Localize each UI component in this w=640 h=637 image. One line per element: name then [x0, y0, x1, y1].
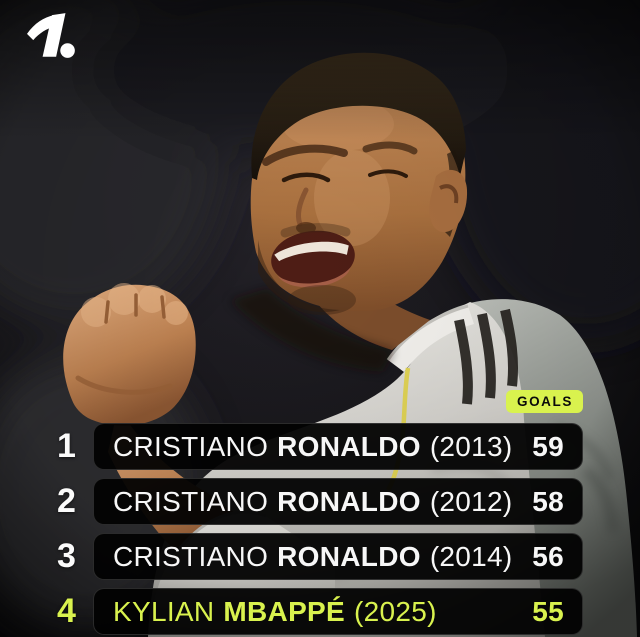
goals-value: 59	[532, 430, 564, 462]
goals-badge: GOALS	[505, 390, 583, 413]
goals-value: 55	[532, 595, 564, 627]
player-first-name: KYLIAN	[113, 595, 215, 627]
rank-number: 3	[57, 537, 76, 575]
player-first-name: CRISTIANO	[113, 540, 269, 572]
ranking-row-4-highlighted: 4 KYLIAN MBAPPÉ (2025) 55	[40, 588, 583, 635]
ranking-row-2: 2 CRISTIANO RONALDO (2012) 58	[40, 478, 583, 525]
player-last-name: RONALDO	[277, 430, 421, 462]
player-pill: CRISTIANO RONALDO (2014) 56	[93, 533, 583, 580]
ranking-list: 1 CRISTIANO RONALDO (2013) 59 2 CRISTIAN…	[40, 423, 583, 635]
ranking-row-1: 1 CRISTIANO RONALDO (2013) 59	[40, 423, 583, 470]
player-last-name: RONALDO	[277, 540, 421, 572]
season-year: (2014)	[429, 540, 513, 572]
goals-value: 56	[532, 540, 564, 572]
goals-value: 58	[532, 485, 564, 517]
player-first-name: CRISTIANO	[113, 485, 269, 517]
player-last-name: RONALDO	[277, 485, 421, 517]
rank-number: 1	[57, 427, 76, 465]
rank-number: 2	[57, 482, 76, 520]
season-year: (2013)	[429, 430, 513, 462]
player-pill: CRISTIANO RONALDO (2013) 59	[93, 423, 583, 470]
rank-number: 4	[57, 592, 76, 630]
onefootball-logo	[27, 13, 79, 60]
player-pill: KYLIAN MBAPPÉ (2025) 55	[93, 588, 583, 635]
player-first-name: CRISTIANO	[113, 430, 269, 462]
ranking-row-3: 3 CRISTIANO RONALDO (2014) 56	[40, 533, 583, 580]
player-pill: CRISTIANO RONALDO (2012) 58	[93, 478, 583, 525]
season-year: (2025)	[354, 595, 437, 627]
onefootball-logo-icon	[27, 13, 75, 58]
season-year: (2012)	[429, 485, 513, 517]
player-last-name: MBAPPÉ	[223, 595, 345, 627]
